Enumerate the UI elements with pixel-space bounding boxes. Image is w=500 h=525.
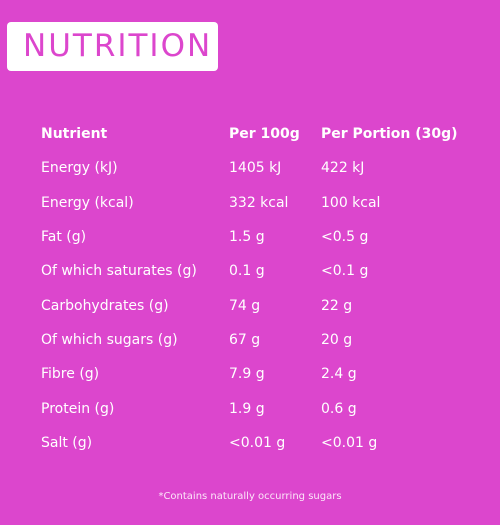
per-100g-value: 7.9 g [229,366,265,383]
nutrient-name: Fibre (g) [41,366,100,383]
nutrition-table: Nutrient Per 100g Per Portion (30g) Ener… [41,117,461,460]
per-portion-value: <0.5 g [321,229,369,246]
per-100g-value: 67 g [229,331,261,348]
per-100g-value: 0.1 g [229,263,265,280]
header-per-portion: Per Portion (30g) [321,126,458,143]
per-portion-value: 22 g [321,297,353,314]
table-row: Protein (g) 1.9 g 0.6 g [41,391,461,425]
nutrient-name: Energy (kJ) [41,160,118,177]
per-portion-value: 422 kJ [321,160,365,177]
header-per-100g: Per 100g [229,126,300,143]
per-portion-value: <0.1 g [321,263,369,280]
nutrient-name: Protein (g) [41,400,115,417]
per-100g-value: 1.9 g [229,400,265,417]
nutrient-name: Energy (kcal) [41,194,134,211]
per-portion-value: 100 kcal [321,194,381,211]
table-row: Carbohydrates (g) 74 g 22 g [41,288,461,322]
per-100g-value: 332 kcal [229,194,289,211]
per-100g-value: 1.5 g [229,229,265,246]
table-row: Fibre (g) 7.9 g 2.4 g [41,357,461,391]
per-portion-value: 0.6 g [321,400,357,417]
table-header-row: Nutrient Per 100g Per Portion (30g) [41,117,461,151]
per-portion-value: <0.01 g [321,434,378,451]
per-portion-value: 2.4 g [321,366,357,383]
table-row: Of which sugars (g) 67 g 20 g [41,323,461,357]
nutrient-name: Of which sugars (g) [41,331,178,348]
per-portion-value: 20 g [321,331,353,348]
title-banner: NUTRITION [7,22,218,71]
table-row: Of which saturates (g) 0.1 g <0.1 g [41,254,461,288]
header-nutrient: Nutrient [41,126,108,143]
table-row: Fat (g) 1.5 g <0.5 g [41,220,461,254]
nutrient-name: Of which saturates (g) [41,263,197,280]
per-100g-value: 74 g [229,297,261,314]
nutrient-name: Carbohydrates (g) [41,297,169,314]
footnote: *Contains naturally occurring sugars [158,491,342,502]
nutrient-name: Salt (g) [41,434,93,451]
per-100g-value: <0.01 g [229,434,286,451]
table-row: Energy (kcal) 332 kcal 100 kcal [41,186,461,220]
table-row: Energy (kJ) 1405 kJ 422 kJ [41,151,461,185]
per-100g-value: 1405 kJ [229,160,282,177]
table-row: Salt (g) <0.01 g <0.01 g [41,426,461,460]
nutrient-name: Fat (g) [41,229,87,246]
page-title: NUTRITION [23,28,213,64]
